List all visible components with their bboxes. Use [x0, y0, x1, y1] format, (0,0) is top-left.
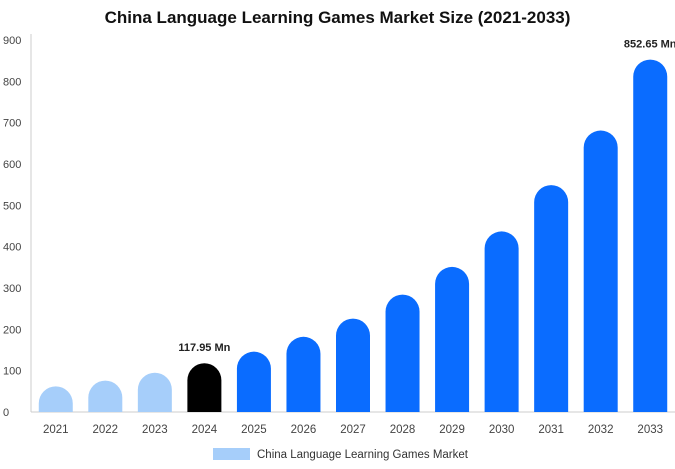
- y-tick-label: 500: [3, 200, 21, 212]
- x-tick-label: 2021: [43, 424, 69, 436]
- y-tick-label: 400: [3, 242, 21, 254]
- x-tick-label: 2025: [241, 424, 267, 436]
- y-tick-label: 800: [3, 76, 21, 88]
- y-tick-label: 700: [3, 118, 21, 130]
- bar-2021: [38, 386, 73, 412]
- y-tick-label: 900: [3, 35, 21, 47]
- x-tick-label: 2026: [291, 424, 317, 436]
- x-tick-label: 2028: [390, 424, 416, 436]
- bar-2024: [187, 363, 222, 412]
- bar-2029: [435, 266, 470, 412]
- x-tick-label: 2023: [142, 424, 168, 436]
- bar-2030: [484, 231, 519, 412]
- legend-label: China Language Learning Games Market: [257, 449, 469, 461]
- chart-title: China Language Learning Games Market Siz…: [104, 8, 571, 27]
- x-tick-label: 2027: [340, 424, 366, 436]
- y-tick-label: 300: [3, 283, 21, 295]
- y-tick-label: 100: [3, 366, 21, 378]
- x-tick-label: 2029: [439, 424, 465, 436]
- x-tick-label: 2030: [489, 424, 515, 436]
- bar-2033: [633, 59, 668, 412]
- x-tick-label: 2031: [538, 424, 564, 436]
- y-tick-label: 0: [3, 407, 9, 419]
- bar-2025: [236, 351, 271, 412]
- legend-swatch: [213, 448, 250, 460]
- data-label-2033: 852.65 Mn: [624, 39, 675, 51]
- bar-2023: [137, 372, 172, 412]
- bar-2022: [88, 380, 123, 412]
- x-tick-label: 2024: [192, 424, 218, 436]
- x-tick-label: 2022: [93, 424, 119, 436]
- x-tick-label: 2032: [588, 424, 614, 436]
- x-tick-label: 2033: [637, 424, 663, 436]
- y-tick-label: 200: [3, 324, 21, 336]
- bar-2027: [336, 318, 370, 412]
- y-tick-label: 600: [3, 159, 21, 171]
- data-label-2024: 117.95 Mn: [178, 342, 230, 354]
- bar-2032: [583, 130, 618, 412]
- bar-2028: [385, 294, 420, 412]
- bar-2026: [286, 336, 321, 412]
- bar-2031: [534, 185, 569, 412]
